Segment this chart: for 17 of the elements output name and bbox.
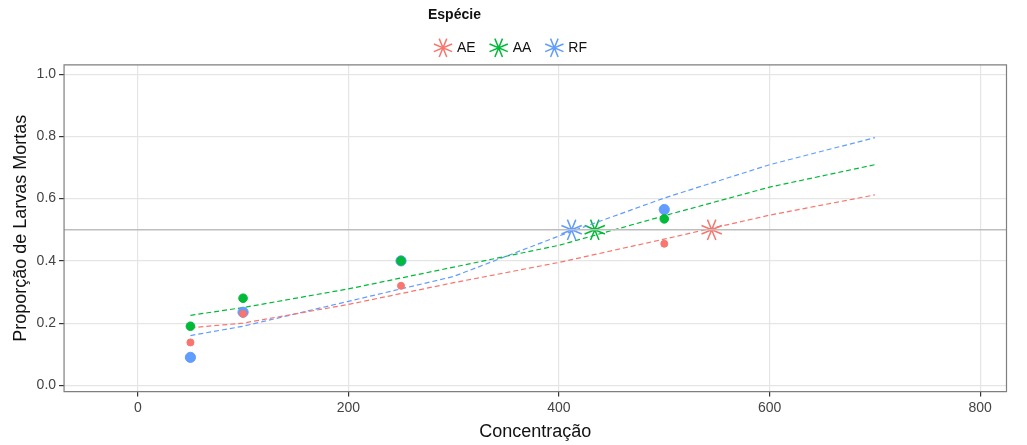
legend-label: AA — [512, 38, 533, 55]
x-tick-label: 200 — [336, 398, 361, 415]
y-tick-label: 0.0 — [36, 376, 57, 393]
x-tick-label: 800 — [968, 398, 993, 415]
x-axis-title: Concentração — [479, 421, 592, 442]
legend-label: AE — [456, 38, 476, 55]
x-tick-label: 600 — [757, 398, 782, 415]
y-axis-title: Proporção de Larvas Mortas — [9, 114, 30, 342]
legend-label: RF — [568, 38, 588, 55]
x-tick-label: 400 — [547, 398, 571, 415]
x-tick-label: 0 — [133, 398, 142, 415]
legend-title: Espécie — [427, 5, 482, 22]
y-tick-label: 1.0 — [36, 65, 57, 81]
y-tick-label: 0.8 — [36, 127, 57, 144]
y-tick-label: 0.6 — [36, 189, 57, 206]
y-tick-label: 0.4 — [36, 251, 57, 268]
y-tick-label: 0.2 — [36, 313, 57, 330]
